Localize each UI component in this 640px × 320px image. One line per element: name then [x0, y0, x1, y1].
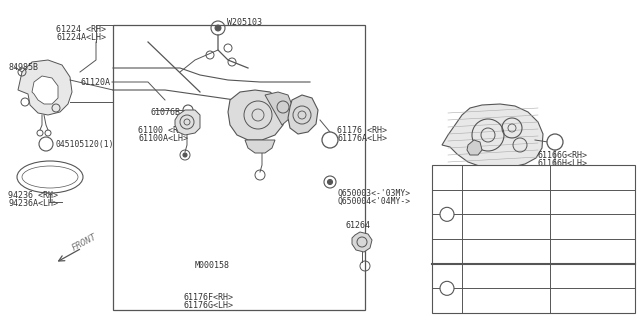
Text: Q650003<-'03MY>: Q650003<-'03MY>: [337, 188, 410, 197]
Text: 94236 <RH>: 94236 <RH>: [8, 190, 58, 199]
Text: Q210036: Q210036: [465, 296, 499, 305]
Polygon shape: [228, 90, 285, 140]
Text: 61224A<LH>: 61224A<LH>: [56, 33, 106, 42]
Circle shape: [39, 137, 53, 151]
Text: ①: ①: [552, 138, 557, 147]
Text: M000158: M000158: [195, 260, 230, 269]
Text: 61224 <RH>: 61224 <RH>: [56, 25, 106, 34]
Polygon shape: [442, 104, 543, 168]
Text: <0105-0207>: <0105-0207>: [553, 197, 607, 206]
Polygon shape: [352, 232, 372, 252]
Text: 84985B: 84985B: [8, 62, 38, 71]
Polygon shape: [32, 76, 58, 104]
Text: 61100 <RH>: 61100 <RH>: [138, 125, 188, 134]
Circle shape: [440, 207, 454, 221]
Text: 61264: 61264: [345, 220, 370, 229]
Polygon shape: [288, 95, 318, 134]
Text: 61076B: 61076B: [150, 108, 180, 116]
Text: <0208-0305>: <0208-0305>: [553, 222, 607, 231]
Text: ⑤: ⑤: [44, 140, 49, 148]
Bar: [113, 25, 365, 310]
Circle shape: [215, 25, 221, 31]
Polygon shape: [175, 110, 200, 135]
Polygon shape: [467, 140, 482, 155]
Polygon shape: [18, 60, 72, 115]
Text: 61176F<RH>: 61176F<RH>: [183, 293, 233, 302]
Text: <05MY0505->: <05MY0505->: [553, 296, 607, 305]
Text: 61160B<RH>: 61160B<RH>: [510, 253, 560, 262]
Text: A20657: A20657: [465, 222, 494, 231]
Text: 61166G<RH>: 61166G<RH>: [538, 150, 588, 159]
Text: Q650004<'04MY->: Q650004<'04MY->: [337, 196, 410, 205]
Text: <0306-    >: <0306- >: [553, 247, 607, 256]
Bar: [432, 165, 635, 313]
Text: 94236A<LH>: 94236A<LH>: [8, 198, 58, 207]
Text: <-05MY0505>: <-05MY0505>: [553, 271, 607, 281]
Text: ①: ①: [444, 210, 450, 219]
Circle shape: [440, 281, 454, 295]
Text: M000047: M000047: [465, 173, 499, 182]
Text: 61176G<LH>: 61176G<LH>: [183, 301, 233, 310]
Polygon shape: [265, 92, 292, 125]
Text: <0010-0104>: <0010-0104>: [553, 173, 607, 182]
Circle shape: [328, 180, 333, 185]
Text: 61166H<LH>: 61166H<LH>: [538, 158, 588, 167]
Text: 61176A<LH>: 61176A<LH>: [337, 133, 387, 142]
Text: 045105120(1): 045105120(1): [55, 140, 113, 148]
Text: 61160C<LH>: 61160C<LH>: [510, 261, 560, 270]
Circle shape: [324, 176, 336, 188]
Text: FRONT: FRONT: [70, 232, 98, 252]
Text: A607001019: A607001019: [582, 304, 632, 313]
Circle shape: [183, 153, 187, 157]
Text: W205103: W205103: [227, 18, 262, 27]
Text: ②: ②: [327, 135, 333, 145]
Text: 61100A<LH>: 61100A<LH>: [138, 133, 188, 142]
Circle shape: [322, 132, 338, 148]
Text: ②: ②: [444, 284, 450, 293]
Text: M00028: M00028: [465, 247, 494, 256]
Circle shape: [547, 134, 563, 150]
Text: 61120A: 61120A: [80, 77, 110, 86]
Polygon shape: [245, 140, 275, 153]
Text: Q21003: Q21003: [465, 271, 494, 281]
Text: A60665X: A60665X: [465, 197, 499, 206]
Text: 61176 <RH>: 61176 <RH>: [337, 125, 387, 134]
